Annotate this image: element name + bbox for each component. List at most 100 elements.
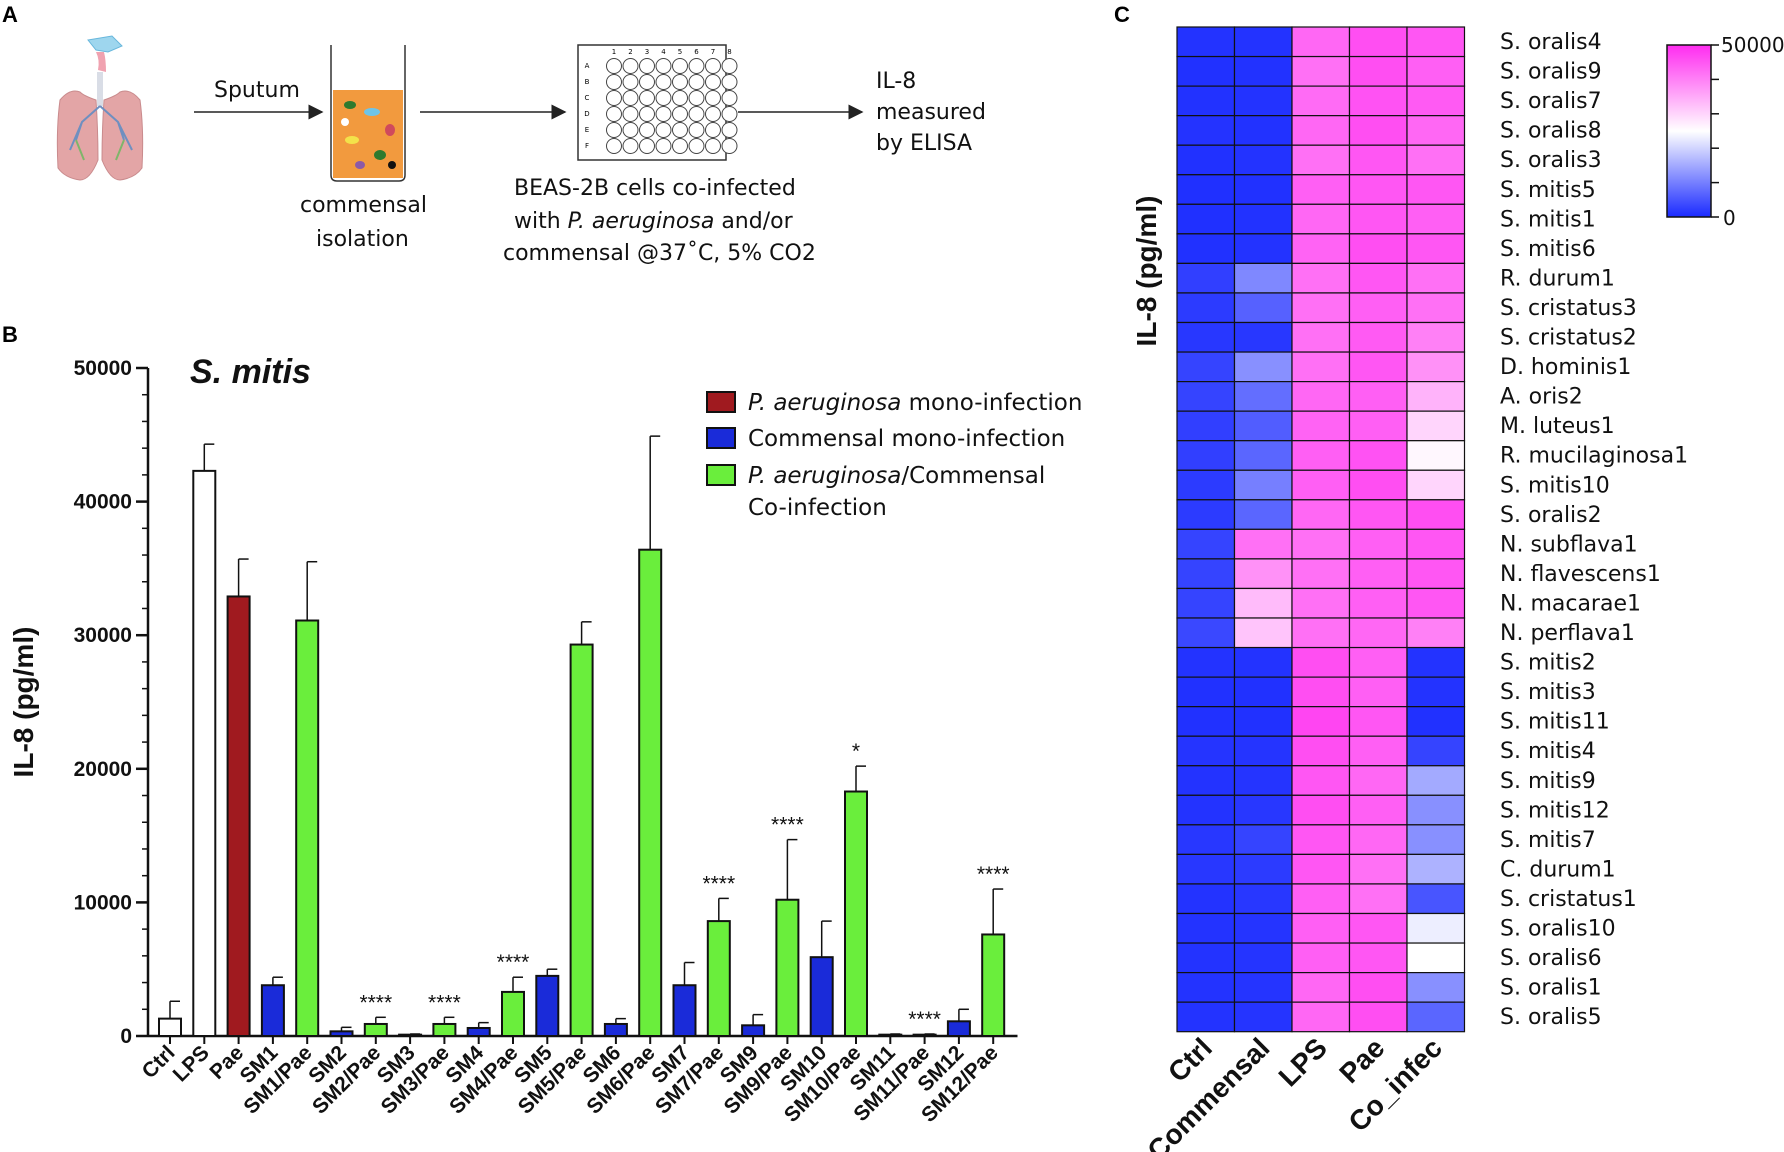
heatmap-cell [1406,381,1466,412]
heatmap-cell [1348,85,1408,117]
heatmap-cell [1176,853,1236,885]
heatmap-cell [1291,144,1351,176]
significance-label: **** [359,991,392,1014]
plate-col-label: 2 [628,48,632,56]
heatmap-cell [1348,381,1408,412]
heatmap-cell [1406,558,1466,590]
heatmap-cell [1176,646,1236,678]
legend-label: Commensal mono-infection [748,426,1065,452]
bar [775,898,800,1038]
heatmap-cell [1233,735,1293,767]
significance-label: **** [702,872,735,895]
bar [603,1022,628,1038]
heatmap-cell [1291,26,1351,58]
plate-well [622,58,639,74]
heatmap-cell [1406,321,1466,353]
heatmap-cell [1291,794,1351,826]
heatmap-row-label: R. durum1 [1500,266,1615,291]
heatmap-row-label: S. oralis6 [1500,946,1602,971]
heatmap-cell [1176,1001,1236,1033]
heatmap-cell [1176,115,1236,146]
heatmap-cell [1176,26,1236,58]
bar [706,920,731,1037]
heatmap-cell [1233,794,1293,826]
heatmap-cell [1233,617,1293,649]
heatmap-cell [1348,942,1408,974]
heatmap-row-label: S. mitis5 [1500,178,1596,203]
heatmap-cell [1406,646,1466,678]
heatmap-cell [1176,971,1236,1003]
legend-label-line2: Co-infection [748,495,887,521]
heatmap-cell [1291,262,1351,294]
legend-swatch [706,427,736,449]
heatmap-cell [1348,646,1408,678]
heatmap-cell [1176,469,1236,501]
heatmap-cell [1233,381,1293,412]
plate-well [672,74,688,90]
heatmap-cell [1406,676,1466,708]
plate-well [672,58,688,74]
heatmap-cell [1233,469,1293,501]
bar [981,933,1006,1037]
plate-well [622,106,639,122]
heatmap-cell [1406,144,1466,176]
heatmap-cell [1176,321,1236,353]
heatmap-cell [1233,55,1293,87]
heatmap-cell [1233,233,1293,265]
heatmap-row-label: S. oralis7 [1500,89,1602,114]
heatmap-cell [1233,174,1293,205]
heatmap: IL-8 (pg/ml) S. oralis4 S. oralis9 S. orali… [1131,26,1784,1152]
heatmap-cell [1406,617,1466,649]
heatmap-cell [1176,233,1236,265]
bar [741,1024,766,1038]
heatmap-cell [1291,233,1351,265]
heatmap-row-label: A. oris2 [1500,385,1583,410]
heatmap-cell [1176,824,1236,855]
bar [878,1033,903,1037]
y-tick-label: 10000 [74,891,132,914]
heatmap-cell [1406,262,1466,294]
heatmap-cell [1233,292,1293,324]
heatmap-cell [1291,883,1351,915]
plate-well [688,122,705,138]
bar [226,595,251,1037]
plate-well [705,58,721,74]
significance-label: **** [977,863,1010,886]
heatmap-cell [1291,410,1351,442]
plate-well [705,74,721,90]
plate-row-label: D [584,110,589,118]
heatmap-cell [1176,528,1236,560]
plate-well [639,58,655,74]
plate-col-label: 8 [727,48,731,56]
bar [295,619,320,1038]
heatmap-cell [1233,676,1293,708]
heatmap-cell [1176,912,1236,944]
heatmap-cell [1176,410,1236,442]
bar [912,1033,937,1037]
heatmap-row-label: N. macarae1 [1500,591,1641,616]
heatmap-cell [1176,706,1236,737]
isolation-line2: isolation [316,227,409,252]
heatmap-cell [1176,85,1236,117]
plate-row-label: F [585,142,589,150]
plate-well [688,58,705,74]
heatmap-cell [1406,410,1466,442]
heatmap-cell [1233,410,1293,442]
bar [329,1030,354,1037]
heatmap-cell [1291,85,1351,117]
result-line1: IL-8 [876,69,916,94]
heatmap-cell [1348,440,1408,471]
heatmap-cell [1291,351,1351,383]
heatmap-cell [1176,587,1236,619]
plate-well [622,90,639,106]
heatmap-cell [1406,440,1466,471]
heatmap-row-label: S. oralis5 [1500,1005,1602,1030]
heatmap-cell [1348,233,1408,265]
plate-col-label: 5 [678,48,682,56]
heatmap-row-label: M. luteus1 [1500,414,1615,439]
legend-label: P. aeruginosa mono-infection [748,390,1082,416]
plate-well [655,74,672,90]
plate-well [721,58,738,74]
heatmap-cell [1291,1001,1351,1033]
heatmap-cell [1406,883,1466,915]
